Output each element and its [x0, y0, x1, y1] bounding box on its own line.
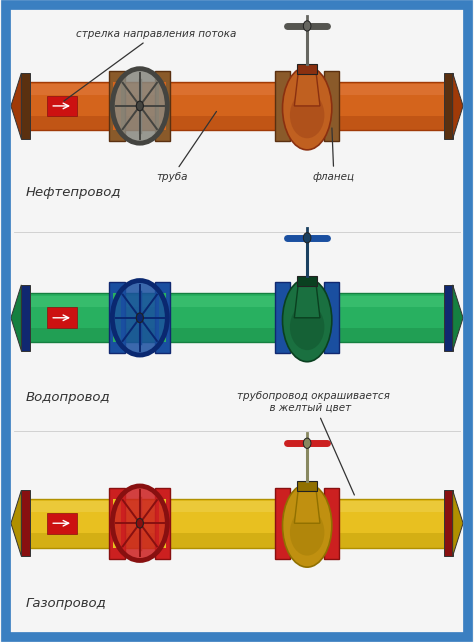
Polygon shape	[453, 285, 463, 351]
Circle shape	[303, 438, 311, 448]
Bar	[155, 282, 170, 353]
Circle shape	[112, 486, 167, 560]
Bar	[297, 64, 318, 74]
Text: фланец: фланец	[313, 128, 355, 182]
Text: Газопровод: Газопровод	[26, 596, 107, 610]
Text: Водопровод: Водопровод	[26, 391, 111, 404]
Bar	[297, 275, 318, 286]
Bar	[21, 73, 30, 139]
Bar	[324, 488, 339, 559]
Text: Нефтепровод: Нефтепровод	[26, 186, 121, 199]
Bar	[47, 308, 77, 328]
Polygon shape	[294, 281, 320, 318]
Bar	[47, 513, 77, 534]
Bar	[109, 488, 125, 559]
Polygon shape	[453, 73, 463, 139]
Polygon shape	[11, 285, 21, 351]
Bar	[113, 293, 121, 342]
Circle shape	[303, 21, 311, 31]
Bar	[21, 501, 453, 512]
Bar	[324, 71, 339, 141]
Bar	[275, 282, 290, 353]
Bar	[109, 71, 125, 141]
Bar	[159, 82, 166, 130]
Bar	[21, 84, 453, 95]
Bar	[159, 293, 166, 342]
Bar	[155, 71, 170, 141]
Bar	[21, 490, 30, 556]
Bar	[275, 488, 290, 559]
Bar	[275, 71, 290, 141]
Polygon shape	[294, 69, 320, 106]
Bar	[21, 116, 453, 130]
Bar	[297, 481, 318, 491]
Bar	[21, 82, 453, 130]
Ellipse shape	[283, 484, 332, 567]
Bar	[444, 73, 453, 139]
Text: стрелка направления потока: стрелка направления потока	[64, 29, 236, 101]
Bar	[113, 499, 121, 548]
Bar	[47, 96, 77, 116]
Ellipse shape	[290, 304, 324, 350]
Polygon shape	[453, 490, 463, 556]
Ellipse shape	[290, 92, 324, 138]
Circle shape	[112, 69, 167, 143]
Text: трубопровод окрашивается
          в желтый цвет: трубопровод окрашивается в желтый цвет	[237, 391, 390, 495]
Bar	[444, 490, 453, 556]
Polygon shape	[11, 490, 21, 556]
Bar	[113, 82, 121, 130]
Bar	[21, 293, 453, 342]
Circle shape	[136, 518, 144, 528]
Circle shape	[303, 232, 311, 243]
Bar	[444, 285, 453, 351]
Ellipse shape	[283, 67, 332, 150]
Bar	[109, 282, 125, 353]
Bar	[21, 533, 453, 548]
Ellipse shape	[283, 279, 332, 361]
Polygon shape	[294, 486, 320, 523]
Bar	[21, 285, 30, 351]
Polygon shape	[11, 73, 21, 139]
Bar	[21, 296, 453, 307]
Circle shape	[136, 101, 144, 111]
Bar	[21, 327, 453, 342]
Bar	[159, 499, 166, 548]
Circle shape	[112, 281, 167, 355]
Text: труба: труба	[156, 112, 217, 182]
Bar	[21, 499, 453, 548]
Ellipse shape	[290, 509, 324, 555]
Circle shape	[136, 313, 144, 323]
Bar	[324, 282, 339, 353]
Bar	[155, 488, 170, 559]
